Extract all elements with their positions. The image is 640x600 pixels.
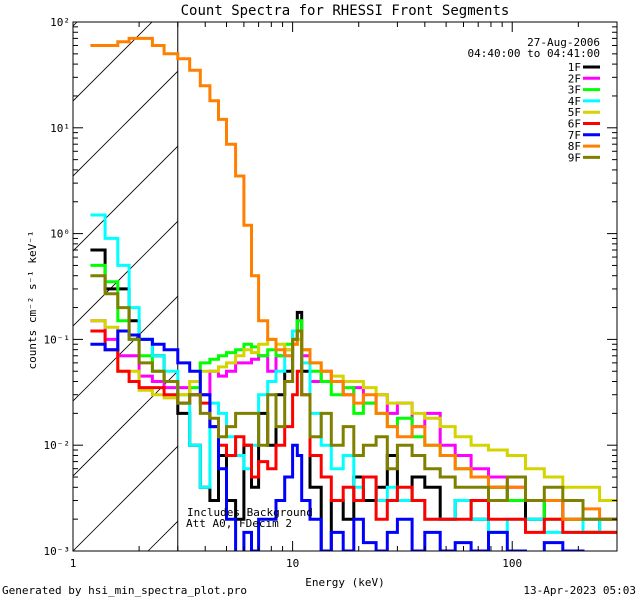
generated-by-label: Generated by hsi_min_spectra_plot.pro [2, 584, 247, 597]
y-axis-label: counts cm⁻² s⁻¹ keV⁻¹ [26, 230, 39, 369]
legend-label-5F: 5F [568, 106, 581, 119]
hatch-line [73, 370, 178, 477]
chart-title: Count Spectra for RHESSI Front Segments [181, 3, 510, 19]
annotation-background: Includes Background [187, 506, 313, 519]
series-7F [90, 329, 585, 551]
x-tick-label: 100 [502, 557, 522, 570]
axis-ticks: 1 10 100 10² 10¹ 10⁰ 10⁻¹ 10⁻² 10⁻³ [44, 16, 618, 570]
legend-label-6F: 6F [568, 118, 581, 131]
y-tick-label: 10² [50, 16, 70, 29]
legend-label-1F: 1F [568, 61, 581, 74]
y-tick-label: 10¹ [50, 122, 70, 135]
series-group [90, 36, 617, 551]
legend-label-4F: 4F [568, 95, 581, 108]
y-tick-label: 10⁻¹ [44, 333, 71, 346]
hatched-region [73, 22, 179, 551]
y-tick-label: 10⁻³ [44, 545, 71, 558]
annotation-attenuator: Att A0, FDecim 2 [186, 517, 292, 530]
series-9F [90, 274, 617, 521]
x-tick-label: 1 [70, 557, 77, 570]
time-range-label: 04:40:00 to 04:41:00 [468, 47, 600, 60]
legend-label-8F: 8F [568, 140, 581, 153]
legend-label-9F: 9F [568, 151, 581, 164]
x-tick-label: 10 [286, 557, 299, 570]
legend-label-2F: 2F [568, 72, 581, 85]
date-label: 27-Aug-2006 [527, 36, 600, 49]
hatch-line [73, 445, 178, 551]
y-tick-label: 10⁰ [50, 228, 70, 241]
legend-label-7F: 7F [568, 129, 581, 142]
hatch-line [73, 22, 153, 102]
x-axis-label: Energy (keV) [305, 576, 384, 589]
hatch-line [73, 220, 178, 327]
timestamp-label: 13-Apr-2023 05:03 [523, 584, 636, 597]
y-tick-label: 10⁻² [44, 439, 71, 452]
plot-frame [72, 21, 618, 552]
legend-label-3F: 3F [568, 84, 581, 97]
hatch-lines [73, 22, 178, 551]
